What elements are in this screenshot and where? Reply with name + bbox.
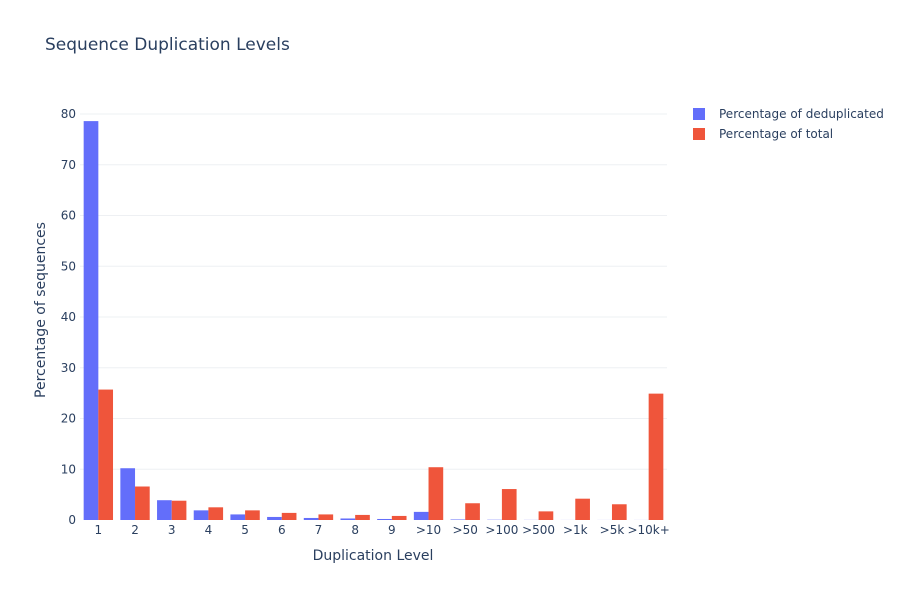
y-tick-label: 0 — [68, 513, 76, 527]
y-tick-label: 20 — [61, 412, 76, 426]
x-tick-label: >100 — [485, 523, 518, 537]
x-tick-label: 6 — [278, 523, 286, 537]
bar-total — [538, 511, 554, 520]
x-tick-label: 9 — [388, 523, 396, 537]
bar-total — [465, 503, 480, 520]
legend-swatch — [693, 108, 705, 120]
x-tick-label: 4 — [205, 523, 213, 537]
y-tick-label: 50 — [61, 259, 76, 273]
y-axis-title: Percentage of sequences — [33, 222, 49, 398]
bar-deduplicated — [267, 516, 282, 520]
x-axis-title: Duplication Level — [313, 548, 434, 564]
bar-total — [355, 514, 370, 520]
bar-deduplicated — [413, 511, 429, 520]
x-tick-label: >1k — [563, 523, 588, 537]
x-tick-label: 7 — [315, 523, 323, 537]
bar-total — [428, 467, 444, 520]
x-tick-label: >10k+ — [627, 523, 669, 537]
y-tick-label: 80 — [61, 107, 76, 121]
bar-total — [648, 393, 664, 520]
bar-total — [245, 510, 260, 520]
x-tick-label: >5k — [600, 523, 625, 537]
bar-total — [208, 507, 224, 520]
x-tick-label: 5 — [241, 523, 249, 537]
legend: Percentage of deduplicated Percentage of … — [693, 107, 884, 141]
bar-total — [575, 498, 590, 520]
x-tick-label: >50 — [453, 523, 478, 537]
legend-swatch — [693, 128, 705, 140]
bar-deduplicated — [230, 514, 246, 520]
x-tick-label: >10 — [416, 523, 441, 537]
bar-total — [98, 389, 114, 520]
bar-total — [318, 514, 334, 520]
bar-total — [391, 515, 407, 520]
bar-total — [135, 486, 150, 520]
x-tick-label: 8 — [351, 523, 359, 537]
bar-deduplicated — [377, 518, 392, 520]
bar-deduplicated — [157, 500, 172, 520]
x-tick-label: 3 — [168, 523, 176, 537]
x-tick-label: >500 — [522, 523, 555, 537]
bar-deduplicated — [340, 518, 356, 520]
y-tick-label: 40 — [61, 310, 76, 324]
grid-lines — [80, 113, 667, 470]
chart-title: Sequence Duplication Levels — [45, 35, 290, 55]
bar-deduplicated — [450, 519, 466, 520]
y-tick-label: 30 — [61, 361, 76, 375]
y-tick-label: 70 — [61, 158, 76, 172]
bar-total — [501, 489, 517, 520]
bar-deduplicated — [120, 468, 136, 520]
x-tick-label: 2 — [131, 523, 139, 537]
bar-total — [281, 512, 297, 520]
legend-label: Percentage of total — [719, 127, 833, 141]
bar-deduplicated — [303, 517, 319, 520]
y-tick-label: 60 — [61, 209, 76, 223]
bars — [83, 121, 664, 520]
legend-label: Percentage of deduplicated — [719, 107, 884, 121]
x-tick-label: 1 — [95, 523, 103, 537]
bar-total — [171, 500, 187, 520]
y-tick-label: 10 — [61, 462, 76, 476]
bar-deduplicated — [83, 121, 99, 520]
bar-total — [611, 504, 627, 520]
bar-deduplicated — [193, 510, 209, 520]
x-axis-ticks: 1 2 3 4 5 6 7 8 9 >10 >50 >100 >500 >1k >5k >10k+ — [95, 523, 670, 537]
y-axis-ticks: 0 10 20 30 40 50 60 70 80 — [61, 107, 76, 527]
